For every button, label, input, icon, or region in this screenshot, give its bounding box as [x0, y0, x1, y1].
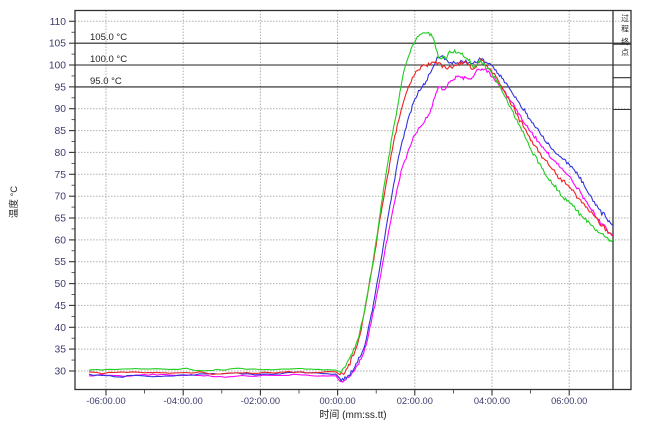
svg-text:95.0 °C: 95.0 °C: [90, 76, 122, 87]
svg-text:-02:00.00: -02:00.00: [241, 396, 280, 406]
svg-text:105.0 °C: 105.0 °C: [90, 32, 127, 43]
svg-text:105: 105: [49, 39, 66, 50]
svg-text:04:00.00: 04:00.00: [474, 396, 510, 406]
svg-text:70: 70: [55, 192, 67, 203]
svg-text:40: 40: [55, 323, 67, 334]
svg-text:75: 75: [55, 170, 67, 181]
svg-text:00:00.00: 00:00.00: [319, 396, 355, 406]
svg-text:95: 95: [55, 82, 67, 93]
svg-text:点: 点: [621, 48, 629, 57]
svg-text:60: 60: [55, 235, 67, 246]
svg-text:80: 80: [55, 148, 67, 159]
svg-text:过: 过: [621, 13, 629, 23]
svg-text:06:00.00: 06:00.00: [551, 396, 587, 406]
svg-text:100.0 °C: 100.0 °C: [90, 54, 127, 65]
svg-text:65: 65: [55, 214, 67, 225]
svg-text:时间 (mm:ss.tt): 时间 (mm:ss.tt): [319, 408, 386, 421]
svg-text:50: 50: [55, 279, 67, 290]
svg-text:终: 终: [621, 37, 629, 47]
svg-text:程: 程: [621, 25, 629, 34]
svg-text:90: 90: [55, 104, 67, 115]
svg-text:100: 100: [49, 61, 66, 72]
svg-text:110: 110: [50, 17, 67, 28]
svg-text:温度 °C: 温度 °C: [8, 186, 20, 218]
svg-text:85: 85: [55, 126, 67, 137]
svg-text:35: 35: [55, 345, 67, 356]
svg-text:-06:00.00: -06:00.00: [86, 396, 125, 406]
svg-text:55: 55: [55, 257, 67, 268]
svg-text:45: 45: [55, 301, 67, 312]
svg-text:02:00.00: 02:00.00: [397, 396, 433, 406]
svg-text:30: 30: [55, 367, 67, 378]
svg-text:-04:00.00: -04:00.00: [164, 396, 203, 406]
